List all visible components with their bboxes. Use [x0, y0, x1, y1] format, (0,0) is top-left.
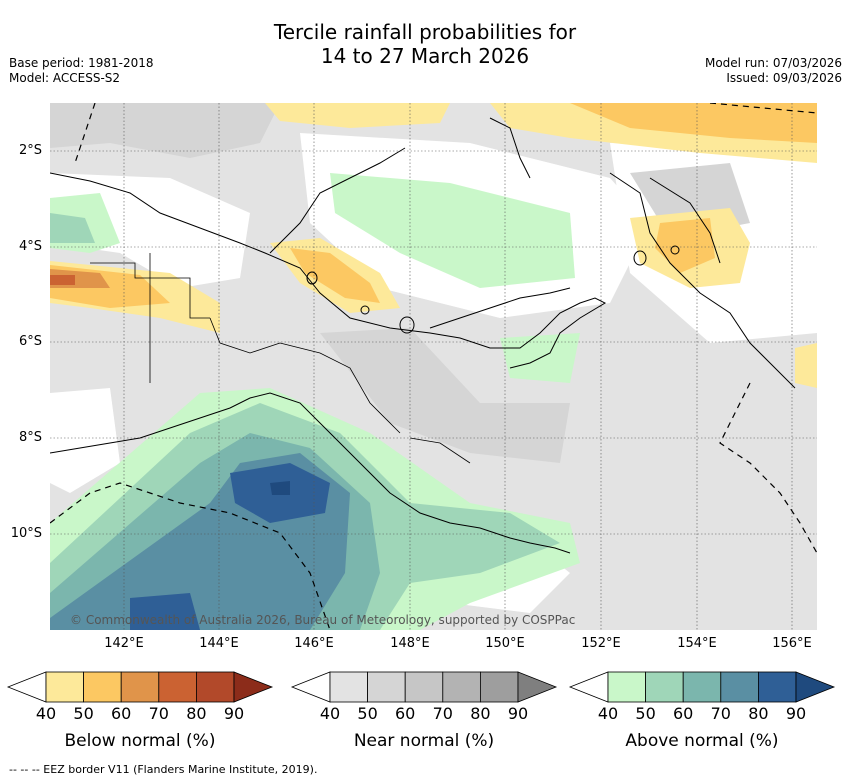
title-line-1: Tercile rainfall probabilities for — [273, 20, 577, 44]
colorbar-below-segment — [195, 671, 235, 703]
colorbar-near-tick: 90 — [507, 704, 529, 723]
region-white-4 — [50, 388, 120, 493]
model-name: Model: ACCESS-S2 — [9, 71, 121, 85]
colorbar-near-segment — [329, 671, 368, 703]
colorbar-below-segment — [120, 671, 160, 703]
above-normal-west-core — [50, 213, 95, 243]
issued-date: Issued: 09/03/2026 — [726, 71, 842, 85]
colorbar-above-tick: 40 — [597, 704, 619, 723]
colorbar-below-tick: 80 — [186, 704, 207, 723]
colorbar-above-tick: 90 — [785, 704, 807, 723]
colorbar-above-segment — [607, 671, 646, 703]
probability-map — [50, 103, 817, 630]
title-line-2: 14 to 27 March 2026 — [320, 44, 530, 68]
above-normal-south-90 — [270, 481, 290, 495]
lat-label-6s: 6°S — [18, 334, 42, 349]
lon-label-152e: 152°E — [581, 636, 621, 651]
colorbar-below-high-arrow — [233, 671, 274, 703]
meta-right: Model run: 07/03/2026 Issued: 09/03/2026 — [705, 56, 842, 86]
borders — [90, 253, 471, 464]
lat-label-2s: 2°S — [18, 143, 42, 158]
lon-label-144e: 144°E — [199, 636, 239, 651]
map-title: Tercile rainfall probabilities for 14 to… — [0, 20, 850, 68]
colorbar-below-segment — [45, 671, 84, 703]
colorbar-above-tick: 80 — [748, 704, 769, 723]
colorbar-below-tick: 90 — [223, 704, 245, 723]
colorbar-below-tick: 50 — [73, 704, 94, 723]
colorbar-below-segment — [158, 671, 197, 703]
colorbar-near-segment — [442, 671, 481, 703]
colorbar-near-tick: 80 — [470, 704, 491, 723]
below-normal-east-core — [655, 218, 715, 273]
colorbar-above-tick: 50 — [635, 704, 656, 723]
colorbar-below-tick: 40 — [35, 704, 57, 723]
lat-label-8s: 8°S — [18, 430, 42, 445]
colorbar-near-segment — [367, 671, 406, 703]
footnote: -- -- -- EEZ border V11 (Flanders Marine… — [9, 763, 318, 776]
colorbar-near-segment — [479, 671, 519, 703]
lon-label-148e: 148°E — [390, 636, 430, 651]
base-period: Base period: 1981-2018 — [9, 56, 154, 70]
meta-left: Base period: 1981-2018 Model: ACCESS-S2 — [9, 56, 154, 86]
above-normal-southwest-80 — [130, 593, 200, 630]
coastlines — [50, 117, 796, 554]
below-normal-southeast — [795, 343, 817, 388]
colorbar-near-tick: 40 — [319, 704, 341, 723]
colorbar-near-high-arrow — [517, 671, 558, 703]
colorbar-below-tick: 60 — [111, 704, 132, 723]
lon-label-142e: 142°E — [104, 636, 144, 651]
colorbar-above-low-arrow — [568, 671, 609, 703]
colorbar-above-segment — [720, 671, 759, 703]
colorbar-near-low-arrow — [290, 671, 331, 703]
colorbar-near — [290, 671, 558, 703]
colorbars — [6, 671, 836, 703]
colorbar-above-segment — [645, 671, 684, 703]
model-run: Model run: 07/03/2026 — [704, 56, 842, 70]
below-normal-new-guinea-core — [290, 248, 380, 303]
lon-label-150e: 150°E — [485, 636, 525, 651]
below-normal-northeast-core — [570, 103, 817, 143]
colorbar-below-low-arrow — [6, 671, 47, 703]
lon-label-156e: 156°E — [772, 636, 812, 651]
below-normal-west-peak — [50, 275, 75, 285]
lat-label-10s: 10°S — [10, 526, 42, 541]
colorbar-below-label: Below normal (%) — [64, 731, 216, 751]
colorbar-above — [568, 671, 836, 703]
colorbar-near-segment — [404, 671, 444, 703]
above-normal-central — [330, 173, 575, 288]
colorbar-below-tick: 70 — [148, 704, 169, 723]
lat-label-4s: 4°S — [18, 239, 42, 254]
colorbar-above-high-arrow — [795, 671, 836, 703]
eez-border — [50, 103, 817, 630]
colorbar-near-tick: 70 — [432, 704, 453, 723]
copyright-text: © Commonwealth of Australia 2026, Bureau… — [70, 613, 576, 627]
below-normal-north — [265, 103, 450, 128]
colorbar-above-segment — [758, 671, 797, 703]
lon-label-154e: 154°E — [677, 636, 717, 651]
colorbar-near-tick: 50 — [357, 704, 378, 723]
colorbar-above-label: Above normal (%) — [625, 731, 779, 751]
colorbar-below-segment — [83, 671, 122, 703]
colorbar-above-tick: 60 — [673, 704, 694, 723]
colorbar-above-segment — [682, 671, 722, 703]
colorbar-near-label: Near normal (%) — [353, 731, 495, 751]
colorbar-above-tick: 70 — [710, 704, 731, 723]
colorbar-near-tick: 60 — [395, 704, 416, 723]
lon-label-146e: 146°E — [294, 636, 334, 651]
near-normal-patch-2 — [320, 328, 570, 463]
colorbar-below — [6, 671, 274, 703]
near-normal-patch-1 — [50, 103, 280, 158]
